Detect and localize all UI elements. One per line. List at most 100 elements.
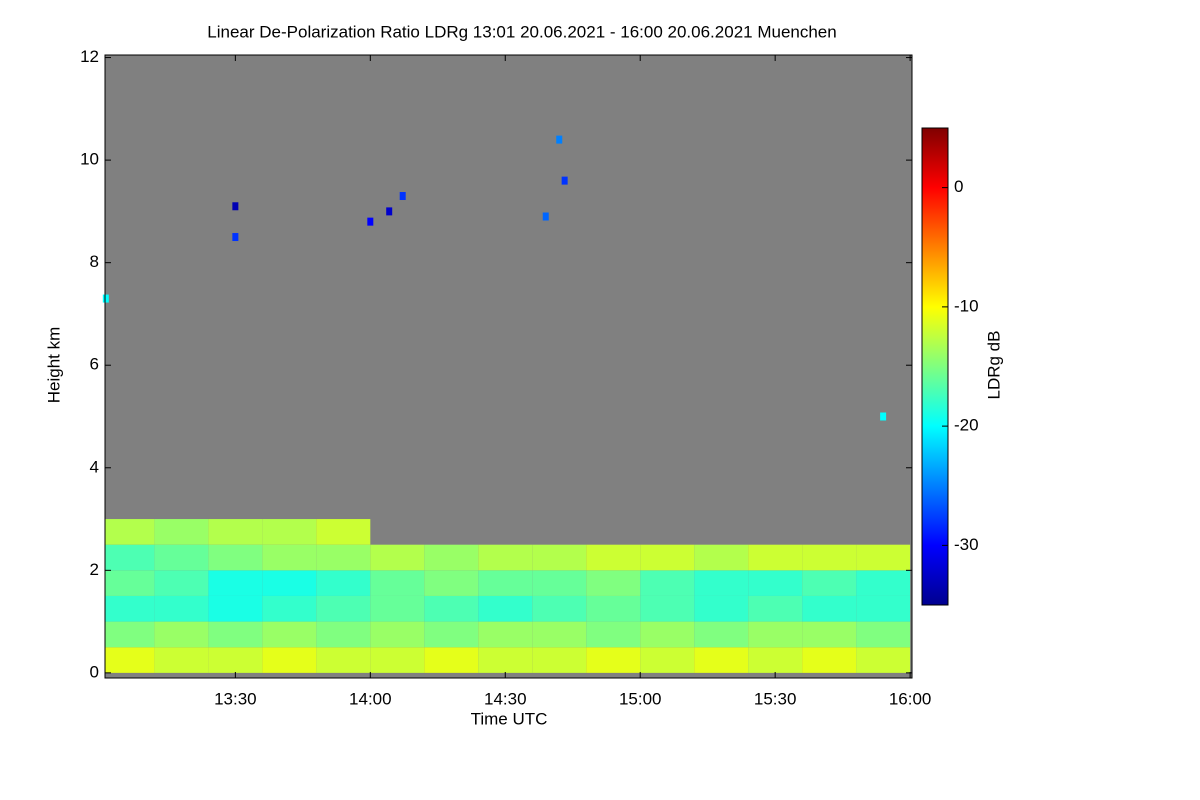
colorbar-tick-label: 0 xyxy=(954,177,963,196)
heatmap-cell xyxy=(262,595,317,622)
heatmap-cell xyxy=(694,570,749,596)
heatmap-cell xyxy=(208,621,263,648)
heatmap-cell xyxy=(856,647,911,673)
heatmap-cell xyxy=(748,595,803,622)
heatmap-cell xyxy=(532,570,587,596)
heatmap-cell xyxy=(478,647,533,673)
colorbar xyxy=(921,127,949,606)
heatmap-cell xyxy=(802,595,857,622)
heatmap-cell xyxy=(586,544,641,571)
heatmap-cell xyxy=(478,621,533,648)
heatmap-cell xyxy=(154,570,209,596)
heatmap-cell xyxy=(694,595,749,622)
colorbar-label: LDRg dB xyxy=(984,331,1003,400)
y-tick-label: 6 xyxy=(90,355,99,374)
heatmap-cell xyxy=(424,544,479,571)
heatmap-cell xyxy=(802,570,857,596)
heatmap-cell xyxy=(694,544,749,571)
heatmap-cell xyxy=(748,570,803,596)
heatmap-cell xyxy=(262,544,317,571)
heatmap-cell xyxy=(262,570,317,596)
colorbar-tick-label: -10 xyxy=(954,296,979,315)
heatmap-cell xyxy=(532,647,587,673)
heatmap-cell xyxy=(154,621,209,648)
y-tick-label: 2 xyxy=(90,560,99,579)
heatmap-cell xyxy=(640,570,695,596)
heatmap-cell xyxy=(856,544,911,571)
heatmap-cell xyxy=(748,621,803,648)
heatmap-cell xyxy=(640,595,695,622)
heatmap-cell xyxy=(208,519,263,545)
heatmap-cell xyxy=(478,595,533,622)
heatmap-cell xyxy=(370,544,425,571)
heatmap-cell xyxy=(856,570,911,596)
heatmap-cell xyxy=(802,647,857,673)
heatmap-cell xyxy=(208,647,263,673)
signal-point xyxy=(102,294,109,303)
heatmap-cell xyxy=(105,519,155,545)
y-tick-label: 0 xyxy=(90,662,99,681)
heatmap-cell xyxy=(105,544,155,571)
y-tick-label: 4 xyxy=(90,457,99,476)
heatmap-cell xyxy=(802,621,857,648)
plot-frame xyxy=(104,54,913,679)
heatmap-cell xyxy=(370,647,425,673)
heatmap-cell xyxy=(694,621,749,648)
heatmap-cell xyxy=(532,595,587,622)
heatmap-cell xyxy=(478,570,533,596)
x-tick-label: 13:30 xyxy=(214,689,257,708)
heatmap-cell xyxy=(424,570,479,596)
heatmap-cell xyxy=(262,647,317,673)
heatmap-cell xyxy=(586,621,641,648)
x-tick-label: 14:00 xyxy=(349,689,392,708)
heatmap-cell xyxy=(105,621,155,648)
heatmap-cell xyxy=(586,570,641,596)
heatmap-cell xyxy=(105,647,155,673)
heatmap-cell xyxy=(856,621,911,648)
heatmap-cell xyxy=(105,570,155,596)
heatmap-cell xyxy=(856,595,911,622)
signal-point xyxy=(232,202,239,211)
heatmap-cell xyxy=(154,647,209,673)
heatmap-cell xyxy=(316,647,371,673)
y-tick-label: 10 xyxy=(80,150,99,169)
heatmap-cell xyxy=(424,647,479,673)
heatmap-cell xyxy=(154,519,209,545)
heatmap-cell xyxy=(262,519,317,545)
heatmap-cell xyxy=(370,595,425,622)
signal-point xyxy=(399,192,406,201)
heatmap-cell xyxy=(154,544,209,571)
signal-point xyxy=(880,412,887,421)
heatmap-cell xyxy=(586,647,641,673)
signal-point xyxy=(542,212,549,221)
heatmap-cell xyxy=(208,570,263,596)
heatmap-cell xyxy=(640,544,695,571)
heatmap-cell xyxy=(532,544,587,571)
heatmap-cell xyxy=(694,647,749,673)
heatmap-cell xyxy=(586,595,641,622)
signal-point xyxy=(232,233,239,242)
x-tick-label: 15:30 xyxy=(754,689,797,708)
x-axis-label: Time UTC xyxy=(471,709,548,728)
signal-point xyxy=(556,135,563,144)
heatmap-cell xyxy=(316,621,371,648)
colorbar-tick-label: -20 xyxy=(954,416,979,435)
heatmap-cell xyxy=(262,621,317,648)
heatmap-cell xyxy=(748,544,803,571)
heatmap-cell xyxy=(316,570,371,596)
heatmap-cell xyxy=(370,570,425,596)
y-tick-label: 8 xyxy=(90,252,99,271)
heatmap-cell xyxy=(370,621,425,648)
heatmap-cell xyxy=(154,595,209,622)
signal-point xyxy=(367,217,374,226)
x-tick-label: 14:30 xyxy=(484,689,527,708)
heatmap-cell xyxy=(316,544,371,571)
heatmap-cell xyxy=(208,544,263,571)
heatmap-cell xyxy=(105,595,155,622)
heatmap-cell xyxy=(316,519,371,545)
heatmap-cell xyxy=(316,595,371,622)
heatmap-cell xyxy=(802,544,857,571)
chart-title: Linear De-Polarization Ratio LDRg 13:01 … xyxy=(207,22,836,41)
heatmap-cell xyxy=(208,595,263,622)
